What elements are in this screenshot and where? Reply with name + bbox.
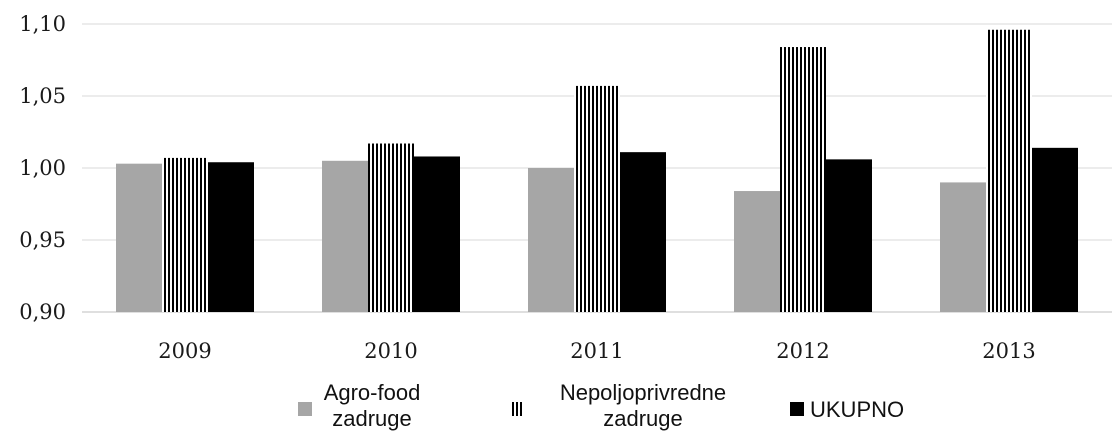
legend-label-line: zadruge (332, 406, 412, 431)
bar-agro-food-zadruge (734, 191, 780, 312)
x-tick-label: 2009 (158, 339, 211, 363)
bar-agro-food-zadruge (116, 163, 162, 312)
y-axis-ticks: 0,90 0,95 1,00 1,05 1,10 (19, 12, 66, 324)
bar-nepoljoprivredne-zadruge (986, 29, 1032, 312)
y-tick-label: 1,05 (19, 84, 66, 108)
y-tick-label: 0,90 (19, 300, 66, 324)
x-axis-ticks: 2009 2010 2011 2012 2013 (158, 339, 1035, 363)
legend-label: UKUPNO (810, 397, 904, 422)
bar-nepoljoprivredne-zadruge (780, 47, 826, 312)
bar-ukupno (826, 159, 872, 312)
bar-ukupno (208, 162, 254, 312)
bar-nepoljoprivredne-zadruge (162, 157, 208, 312)
bar-ukupno (414, 156, 460, 312)
bar-nepoljoprivredne-zadruge (368, 143, 414, 312)
bar-agro-food-zadruge (528, 168, 574, 312)
y-tick-label: 0,95 (19, 228, 66, 252)
bar-agro-food-zadruge (322, 160, 368, 312)
x-tick-label: 2013 (982, 339, 1035, 363)
legend-label-line: zadruge (603, 406, 683, 431)
legend-swatch (298, 402, 312, 416)
legend-label-line: UKUPNO (810, 397, 904, 422)
legend-swatch (510, 402, 524, 416)
legend-label-line: Agro-food (324, 380, 421, 405)
x-tick-label: 2010 (364, 339, 417, 363)
y-tick-label: 1,00 (19, 156, 66, 180)
x-tick-label: 2012 (776, 339, 829, 363)
bars (116, 29, 1078, 312)
legend-label-line: Nepoljoprivredne (560, 380, 726, 405)
x-tick-label: 2011 (570, 339, 623, 363)
legend-label: Agro-food zadruge (324, 380, 421, 431)
bar-ukupno (1032, 147, 1078, 312)
bar-nepoljoprivredne-zadruge (574, 85, 620, 312)
y-tick-label: 1,10 (19, 12, 66, 36)
legend-swatch (790, 402, 804, 416)
bar-ukupno (620, 152, 666, 312)
bar-agro-food-zadruge (940, 182, 986, 312)
legend-label: Nepoljoprivredne zadruge (560, 380, 726, 431)
